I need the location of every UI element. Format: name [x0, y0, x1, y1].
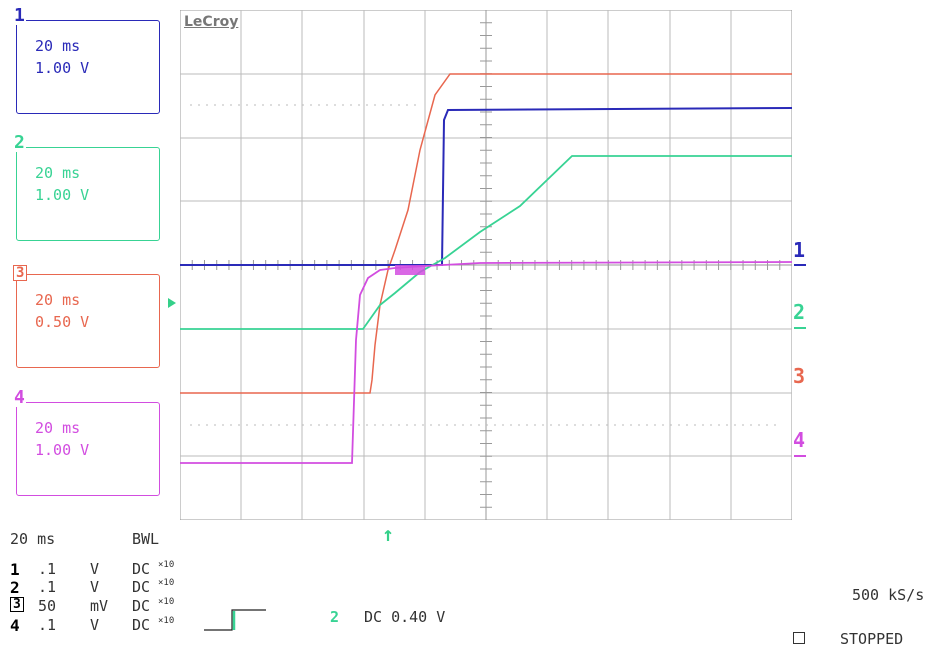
channel-4-marker[interactable]: 4 [793, 428, 806, 452]
status-row-2-number: 2 [10, 578, 20, 597]
trigger-channel-number: 2 [330, 608, 340, 626]
acquisition-status-indicator [793, 632, 805, 644]
acquisition-status-text: STOPPED [840, 630, 904, 648]
lecroy-logo: LeCroy [182, 14, 241, 30]
channel-4-box[interactable]: 4 20 ms 1.00 V [13, 389, 160, 496]
channel-3-marker[interactable]: 3 [793, 364, 806, 388]
channel-1-box[interactable]: 1 20 ms 1.00 V [13, 7, 160, 114]
channel-4-scale: 1.00 V [35, 441, 90, 459]
status-row-1-probe: ×10 [158, 560, 175, 570]
status-row-2-value: .1 [38, 578, 57, 596]
channel-2-timebase: 20 ms [35, 164, 81, 182]
channel-4-timebase: 20 ms [35, 419, 81, 437]
channel-1-marker[interactable]: 1 [793, 238, 806, 262]
status-row-4-coupling: DC [132, 616, 151, 634]
status-row-1-unit: V [90, 560, 100, 578]
channel-2-number: 2 [13, 132, 26, 153]
status-row-3-value: 50 [38, 597, 57, 615]
channel-3-timebase: 20 ms [35, 291, 81, 309]
timebase-readout: 20 ms [10, 530, 56, 548]
sample-rate-readout: 500 kS/s [852, 586, 925, 604]
channel-1-number: 1 [13, 5, 26, 26]
trigger-level-readout: DC 0.40 V [364, 608, 446, 626]
trigger-edge-icon [204, 609, 266, 631]
status-row-4-probe: ×10 [158, 616, 175, 626]
channel-2-box[interactable]: 2 20 ms 1.00 V [13, 134, 160, 241]
channel-2-scale: 1.00 V [35, 186, 90, 204]
status-row-2-unit: V [90, 578, 100, 596]
status-row-4-number: 4 [10, 616, 20, 635]
status-row-4-unit: V [90, 616, 100, 634]
status-row-2-coupling: DC [132, 578, 151, 596]
channel-4-number: 4 [13, 387, 26, 408]
bandwidth-limit-label: BWL [132, 530, 160, 548]
status-row-1-coupling: DC [132, 560, 151, 578]
trigger-level-arrow-icon[interactable] [168, 298, 176, 308]
oscilloscope-display [180, 10, 792, 520]
channel-2-marker[interactable]: 2 [793, 300, 806, 324]
channel-3-box[interactable]: 3 20 ms 0.50 V [13, 265, 160, 368]
status-row-3-unit: mV [90, 597, 109, 615]
status-row-4-value: .1 [38, 616, 57, 634]
trace-channel-4 [180, 261, 792, 464]
trace-channel-3 [180, 73, 792, 394]
channel-2-marker-line [794, 327, 806, 329]
channel-4-marker-line [794, 455, 806, 457]
status-row-3-number: 3 [10, 597, 24, 612]
channel-3-scale: 0.50 V [35, 313, 90, 331]
status-row-3-probe: ×10 [158, 597, 175, 607]
trace-channel-1 [180, 107, 792, 266]
trace-channel-4-overshoot [395, 265, 425, 275]
channel-1-timebase: 20 ms [35, 37, 81, 55]
status-row-2-probe: ×10 [158, 578, 175, 588]
status-row-1-value: .1 [38, 560, 57, 578]
channel-3-number: 3 [13, 265, 28, 281]
status-row-3-coupling: DC [132, 597, 151, 615]
status-row-1-number: 1 [10, 560, 20, 579]
channel-1-marker-line [794, 264, 806, 266]
channel-1-scale: 1.00 V [35, 59, 90, 77]
trigger-position-arrow-icon[interactable]: ↑ [382, 522, 395, 546]
